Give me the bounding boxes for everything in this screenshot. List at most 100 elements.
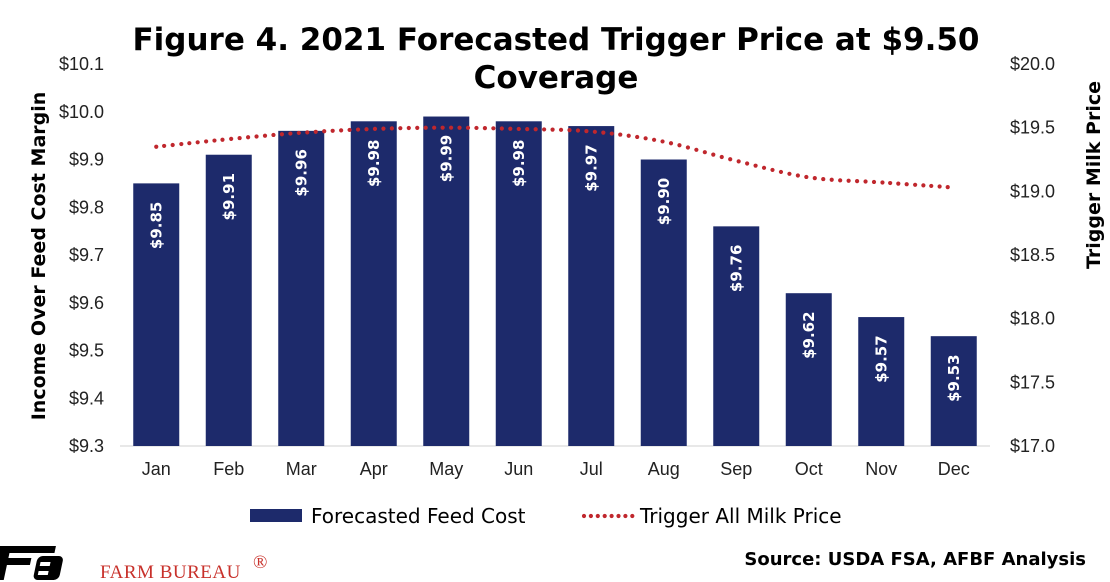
line-dot: [474, 125, 479, 131]
line-dot: [364, 127, 369, 132]
line-dot: [229, 136, 234, 141]
line-dot: [313, 129, 318, 134]
bar-label-jun: $9.98: [510, 140, 528, 187]
line-dot: [838, 178, 843, 183]
line-dot: [516, 126, 521, 132]
line-dot: [761, 165, 767, 170]
bar-mar: [278, 130, 325, 446]
line-dot: [871, 179, 877, 185]
legend-swatch-line: [581, 513, 635, 519]
line-dot: [254, 134, 259, 139]
bar-may: [423, 116, 470, 447]
bar-label-feb: $9.91: [220, 173, 238, 220]
left-tick-label: $9.9: [69, 150, 104, 170]
legend-swatch-bars: [250, 509, 302, 522]
x-tick-label: Aug: [648, 459, 680, 479]
bar-aug: [640, 159, 687, 446]
line-dot: [694, 147, 699, 152]
line-dot: [745, 161, 750, 166]
left-tick-label: $10.1: [59, 54, 104, 74]
line-dot: [465, 125, 471, 130]
line-dot: [457, 125, 462, 130]
line-dot: [677, 143, 682, 148]
bar-label-dec: $9.53: [945, 354, 963, 401]
line-dot: [812, 176, 817, 181]
line-dot: [804, 174, 809, 180]
line-dot: [778, 169, 784, 175]
bar-oct: [785, 293, 832, 446]
line-dot: [854, 179, 860, 184]
bar-label-may: $9.99: [437, 135, 455, 182]
x-tick-label: Jan: [142, 459, 171, 479]
bar-label-aug: $9.90: [655, 178, 673, 225]
left-tick-label: $9.5: [69, 341, 104, 361]
line-dot: [482, 126, 488, 131]
bar-label-sep: $9.76: [727, 245, 745, 292]
farm-bureau-registered-mark: ®: [253, 552, 268, 573]
bar-label-nov: $9.57: [872, 335, 890, 382]
x-tick-label: Apr: [360, 459, 388, 479]
bar-data-labels: $9.85 $9.91 $9.96 $9.98 $9.99 $9.98 $9.97 $9.90…: [147, 135, 963, 402]
line-dot: [770, 167, 775, 173]
bar-apr: [350, 121, 397, 447]
legend-label-line: Trigger All Milk Price: [639, 504, 842, 528]
line-dot: [880, 180, 885, 185]
left-tick-label: $9.3: [69, 436, 104, 456]
line-dot: [525, 127, 530, 132]
bar-label-oct: $9.62: [800, 311, 818, 358]
x-tick-label: Mar: [286, 459, 317, 479]
chart-title-line2: Coverage: [474, 60, 639, 96]
line-dot: [195, 140, 200, 145]
right-tick-label: $17.0: [1010, 436, 1055, 456]
farm-bureau-logo: FARM BUREAU ®: [0, 546, 268, 582]
line-dot: [339, 128, 344, 133]
legend: Forecasted Feed Cost Trigger All Milk Pr…: [250, 504, 842, 528]
line-dot: [635, 134, 640, 140]
line-dot: [440, 125, 445, 130]
right-axis-title: Trigger Milk Price: [1083, 81, 1105, 269]
bar-series: [133, 116, 977, 447]
bar-label-apr: $9.98: [365, 140, 383, 187]
line-dot: [896, 181, 901, 186]
line-dot: [296, 130, 301, 136]
line-dot: [347, 127, 352, 133]
x-tick-label: Jul: [580, 459, 603, 479]
bar-feb: [205, 154, 252, 446]
bar-label-jan: $9.85: [147, 202, 165, 249]
line-dot: [448, 125, 454, 130]
bar-jun: [495, 121, 542, 447]
farm-bureau-brand-name: FARM BUREAU: [100, 562, 241, 582]
line-dot: [846, 178, 851, 183]
line-dot: [904, 182, 909, 187]
line-dot: [372, 126, 378, 131]
line-dot: [567, 128, 572, 133]
line-dot: [626, 133, 631, 138]
line-dot: [863, 179, 868, 184]
line-dot: [389, 126, 394, 131]
line-dot: [220, 137, 225, 142]
right-tick-label: $18.5: [1010, 245, 1055, 265]
bar-jan: [133, 183, 180, 446]
line-dot: [423, 125, 428, 130]
x-axis-ticks: Jan Feb Mar Apr May Jun Jul Aug Sep Oct Nov Dec: [142, 459, 970, 479]
line-dot: [736, 159, 741, 164]
line-series: [154, 125, 950, 190]
line-dot: [660, 139, 665, 144]
x-tick-label: Nov: [865, 459, 897, 479]
line-dot: [711, 152, 716, 157]
line-dot: [550, 127, 555, 132]
right-tick-label: $18.0: [1010, 309, 1055, 329]
right-tick-label: $19.5: [1010, 118, 1055, 138]
line-dot: [921, 183, 926, 188]
right-tick-label: $19.0: [1010, 181, 1055, 201]
line-dot: [322, 129, 327, 134]
line-dot: [381, 126, 386, 131]
line-dot: [584, 128, 589, 134]
line-dot: [170, 142, 175, 148]
chart-title: Figure 4. 2021 Forecasted Trigger Price …: [132, 22, 979, 58]
legend-label-bars: Forecasted Feed Cost: [311, 504, 526, 528]
left-axis-title: Income Over Feed Cost Margin: [28, 92, 50, 421]
line-dot: [913, 182, 918, 187]
line-dot: [618, 132, 623, 137]
